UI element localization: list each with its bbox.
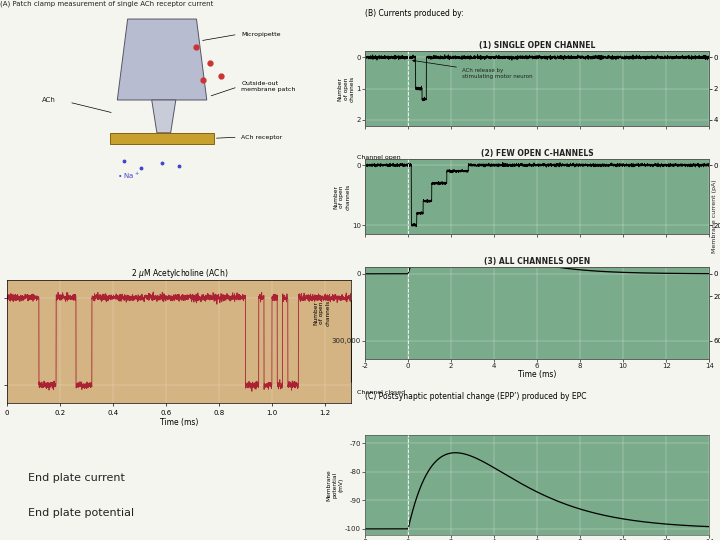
Title: (1) SINGLE OPEN CHANNEL: (1) SINGLE OPEN CHANNEL — [479, 42, 595, 50]
Y-axis label: Membrane
potential
(mV): Membrane potential (mV) — [326, 469, 343, 501]
Y-axis label: Number
of open
channels: Number of open channels — [338, 76, 355, 102]
Text: (A) Patch clamp measurement of single ACh receptor current: (A) Patch clamp measurement of single AC… — [0, 1, 214, 7]
Text: End plate current: End plate current — [28, 473, 125, 483]
Y-axis label: Number
of open
channels: Number of open channels — [333, 184, 351, 210]
Text: ACh receptor: ACh receptor — [241, 134, 282, 140]
Title: (2) FEW OPEN C‑HANNELS: (2) FEW OPEN C‑HANNELS — [481, 150, 593, 158]
Text: ACh: ACh — [42, 97, 55, 103]
Polygon shape — [152, 100, 176, 133]
Text: Membrane current (pA): Membrane current (pA) — [713, 179, 717, 253]
Text: (C) Postsynaptic potential change (EPP’) produced by EPC: (C) Postsynaptic potential change (EPP’)… — [365, 392, 587, 401]
Text: ACh release by
stimulating motor neuron: ACh release by stimulating motor neuron — [413, 60, 533, 79]
Y-axis label: Number
of open
channels: Number of open channels — [313, 300, 330, 326]
Text: (B) Currents produced by:: (B) Currents produced by: — [365, 9, 464, 18]
X-axis label: Time (ms): Time (ms) — [160, 417, 199, 427]
Polygon shape — [117, 19, 207, 100]
X-axis label: Time (ms): Time (ms) — [518, 370, 557, 379]
Text: $\bullet$ Na$^+$: $\bullet$ Na$^+$ — [117, 171, 140, 181]
Text: Micropipette: Micropipette — [241, 32, 281, 37]
Title: (3) ALL CHANNELS OPEN: (3) ALL CHANNELS OPEN — [484, 258, 590, 266]
Text: Outside-out
membrane patch: Outside-out membrane patch — [241, 82, 296, 92]
Text: Channel closed: Channel closed — [356, 390, 405, 395]
Title: 2 $\mu$M Acetylcholine (ACh): 2 $\mu$M Acetylcholine (ACh) — [130, 267, 228, 280]
Bar — [110, 133, 214, 144]
Text: End plate potential: End plate potential — [28, 508, 134, 517]
Text: Channel open: Channel open — [356, 155, 400, 160]
